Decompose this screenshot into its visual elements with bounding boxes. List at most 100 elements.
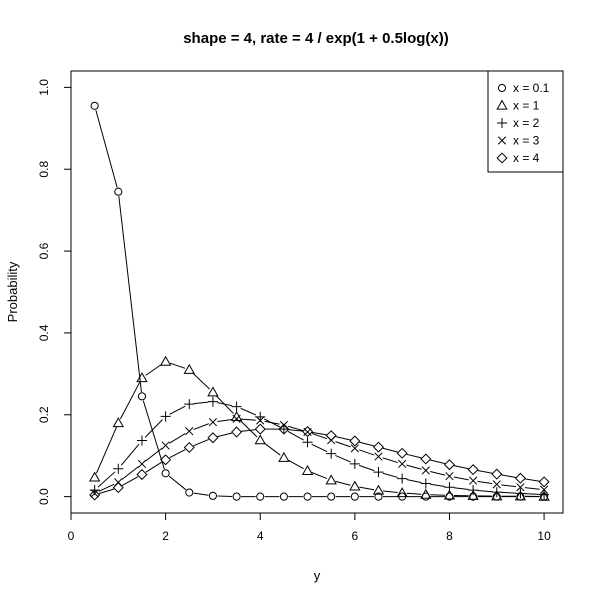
data-point (325, 474, 337, 485)
legend-label: x = 2 (513, 116, 540, 130)
series-segment (122, 476, 139, 486)
data-point (90, 101, 99, 110)
data-point (350, 492, 359, 501)
x-tick-label: 6 (352, 529, 359, 543)
x-tick-label: 2 (162, 529, 169, 543)
series-segment (288, 425, 304, 432)
data-point (515, 488, 526, 499)
series-segment (145, 363, 163, 376)
data-point (278, 423, 290, 435)
series-segment (217, 495, 233, 497)
data-point (113, 463, 124, 474)
series-segment (524, 478, 540, 482)
data-point (374, 452, 383, 461)
data-point (159, 355, 172, 366)
data-point (160, 411, 171, 422)
data-point (397, 473, 408, 484)
data-point (303, 492, 312, 501)
data-point (207, 396, 218, 407)
data-point (538, 476, 550, 488)
data-point (445, 472, 454, 481)
series-segment (430, 459, 446, 465)
series-segment (95, 109, 118, 188)
series-segment (335, 436, 351, 441)
data-point (90, 489, 99, 498)
series-segment (359, 486, 375, 491)
series-segment (119, 381, 141, 420)
data-point (160, 454, 172, 466)
series-segment (239, 419, 258, 438)
data-point (468, 476, 478, 485)
legend-label: x = 0.1 (513, 81, 550, 95)
data-point (349, 435, 361, 447)
series-triangle (88, 355, 550, 501)
data-point (183, 363, 195, 374)
data-point (161, 441, 170, 450)
data-point (231, 426, 243, 438)
data-point (161, 469, 170, 478)
series-segment (501, 484, 517, 488)
legend-label: x = 3 (513, 134, 540, 148)
series-segment (382, 490, 398, 493)
data-point (325, 430, 337, 442)
series-plus (89, 396, 550, 500)
y-axis-label: Probability (5, 261, 20, 322)
data-point (443, 459, 455, 471)
data-point (207, 432, 219, 444)
series-segment (335, 480, 351, 486)
data-point (256, 416, 265, 425)
series-segment (169, 362, 186, 369)
series-segment (168, 475, 187, 491)
chart-title: shape = 4, rate = 4 / exp(1 + 0.5log(x)) (183, 30, 449, 47)
data-point (349, 458, 360, 469)
data-point (278, 451, 290, 462)
series-segment (193, 423, 209, 431)
series-segment (477, 489, 493, 493)
series-segment (169, 433, 186, 444)
series-segment (311, 432, 328, 440)
data-point (372, 441, 385, 453)
series-segment (453, 487, 469, 491)
data-point (350, 444, 359, 453)
data-point (516, 483, 525, 492)
series-segment (524, 487, 540, 490)
series-segment (453, 476, 469, 481)
y-tick-label: 0.0 (37, 488, 51, 505)
data-point (112, 482, 124, 494)
data-point (374, 492, 383, 501)
data-point (538, 490, 550, 501)
data-point (420, 478, 431, 489)
series-segment (142, 400, 165, 470)
data-point (231, 401, 242, 412)
legend: x = 0.1 x = 1 x = 2 x = 3 x = 4 (487, 70, 564, 173)
data-point (183, 441, 195, 454)
data-point (112, 417, 124, 428)
series-segment (192, 372, 211, 390)
legend-marker (497, 83, 507, 93)
x-tick-label: 0 (68, 529, 75, 543)
series-segment (501, 474, 517, 478)
series-segment (311, 443, 328, 453)
series-segment (97, 471, 116, 488)
y-tick-label: 0.4 (37, 324, 51, 341)
series-segment (477, 480, 493, 485)
series-segment (144, 419, 163, 438)
series-segment (95, 426, 117, 474)
series-segment (217, 418, 233, 423)
data-point (467, 489, 479, 500)
data-point (420, 453, 432, 465)
y-tick-label: 0.8 (37, 161, 51, 178)
series-segment (287, 430, 304, 441)
legend-marker (496, 152, 508, 164)
data-point (114, 187, 123, 196)
legend-label: x = 4 (513, 151, 540, 165)
series-segment (193, 492, 209, 496)
data-point (443, 489, 456, 500)
data-point (302, 437, 313, 448)
data-point (301, 465, 314, 475)
series-segment (430, 471, 446, 476)
series-segment (240, 407, 257, 416)
data-point (137, 392, 147, 401)
data-point (232, 492, 241, 501)
